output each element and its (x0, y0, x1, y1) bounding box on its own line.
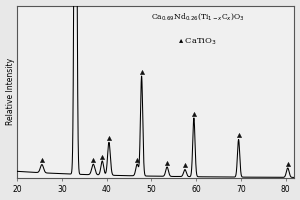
Y-axis label: Relative Intensity: Relative Intensity (6, 58, 15, 125)
Text: Ca$_{0.69}$Nd$_{0.26}$(Ti$_{1-x}$C$_x$)O$_3$: Ca$_{0.69}$Nd$_{0.26}$(Ti$_{1-x}$C$_x$)O… (151, 11, 244, 22)
Text: $\blacktriangle$ CaTiO$_3$: $\blacktriangle$ CaTiO$_3$ (178, 37, 217, 47)
